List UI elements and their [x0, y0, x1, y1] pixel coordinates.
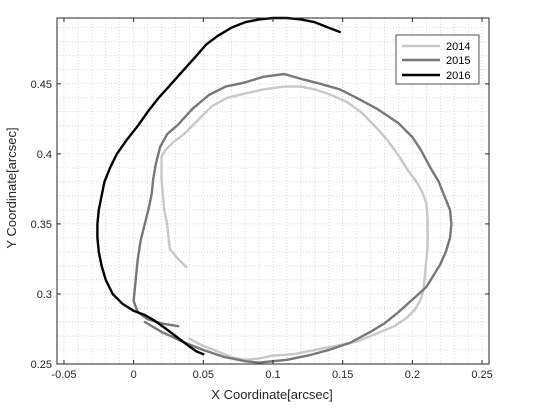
- x-tick-label: 0.25: [471, 369, 492, 381]
- y-tick-label: 0.4: [37, 149, 52, 161]
- legend-entry-2016: 2016: [402, 70, 470, 82]
- series-line-2016: [96, 16, 342, 356]
- legend-label-2016: 2016: [446, 70, 470, 82]
- y-tick-label: 0.25: [31, 359, 52, 371]
- x-tick-label: 0.15: [332, 369, 353, 381]
- legend-label-2015: 2015: [446, 55, 470, 67]
- axis-ticks: -0.05 0 0.05 0.1 0.15 0.2 0.25 0.25 0.3 0.35 0.4 0.…: [31, 18, 493, 381]
- legend-label-2014: 2014: [446, 41, 470, 53]
- y-tick-label: 0.35: [31, 219, 52, 231]
- legend-entry-2015: 2015: [402, 55, 470, 67]
- series-line-2014: [160, 85, 429, 361]
- legend-entry-2014: 2014: [402, 41, 470, 53]
- x-tick-label: 0.05: [193, 369, 214, 381]
- series-line-2015: [132, 72, 453, 364]
- x-axis-label: X Coordinate[arcsec]: [211, 387, 332, 402]
- legend: 2014 2015 2016: [395, 34, 480, 85]
- y-tick-label: 0.45: [31, 79, 52, 91]
- x-tick-label: 0.1: [265, 369, 280, 381]
- y-tick-label: 0.3: [37, 289, 52, 301]
- x-tick-label: 0: [131, 369, 137, 381]
- x-tick-label: 0.2: [405, 369, 420, 381]
- x-tick-label: -0.05: [51, 369, 76, 381]
- y-axis-label: Y Coordinate[arcsec]: [4, 127, 19, 248]
- data-series: [96, 16, 453, 364]
